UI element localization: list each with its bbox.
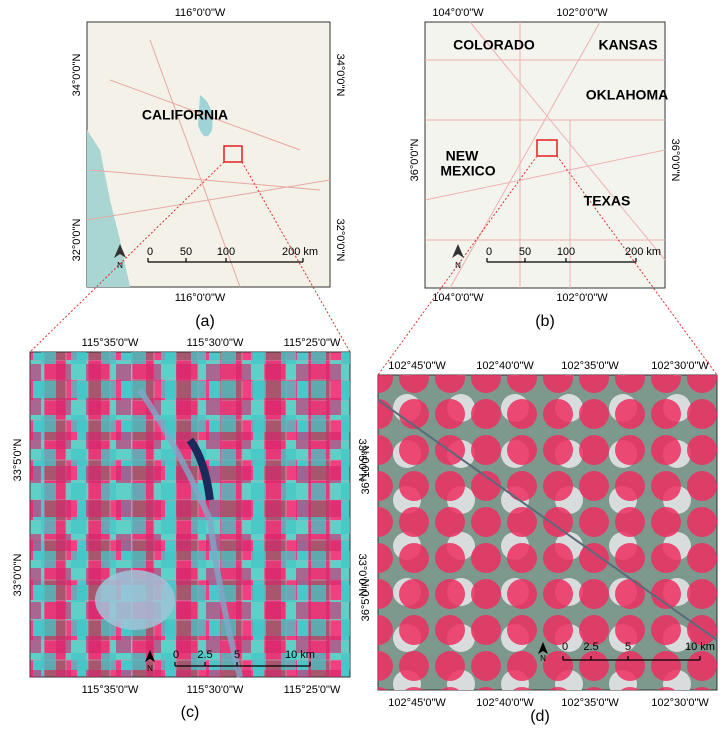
- north-label: N: [455, 261, 461, 270]
- image-c: [29, 351, 351, 678]
- image-d: [377, 374, 718, 691]
- lat-label: 34°0'0"N: [334, 54, 346, 97]
- lat-label: 32°0'0"N: [71, 219, 83, 262]
- north-label: N: [540, 654, 546, 663]
- lat-label: 36°0'0"N: [669, 139, 681, 182]
- lon-label: 102°35'0"W: [561, 360, 619, 372]
- lon-label: 116°0'0"W: [175, 292, 226, 304]
- lat-label: 33°0'0"N: [356, 554, 368, 597]
- scale-label: 200 km: [282, 246, 318, 258]
- lat-label: 36°0'0"N: [409, 139, 421, 182]
- lat-label: 34°0'0"N: [71, 54, 83, 97]
- lon-label: 102°30'0"W: [651, 697, 709, 709]
- lon-label: 102°40'0"W: [476, 697, 534, 709]
- scale-label: 50: [519, 246, 531, 258]
- lon-label: 102°0'0"W: [556, 292, 608, 304]
- scale-label: 10 km: [685, 641, 715, 653]
- lat-label: 36°5'0"N: [360, 579, 372, 622]
- scale-label: 5: [625, 641, 631, 653]
- lon-label: 115°25'0"W: [284, 684, 341, 696]
- panel-caption: (d): [530, 708, 550, 725]
- lon-label: 102°45'0"W: [388, 697, 446, 709]
- north-label: N: [117, 261, 123, 270]
- scale-label: 10 km: [285, 649, 315, 661]
- scale-label: 0: [173, 649, 179, 661]
- panel-caption: (a): [195, 313, 215, 330]
- panel-caption: (b): [535, 313, 555, 330]
- place-label: CALIFORNIA: [142, 107, 228, 123]
- place-label: NEW: [446, 148, 479, 164]
- lon-label: 104°0'0"W: [432, 7, 484, 19]
- scale-label: 0: [486, 246, 492, 258]
- connector-lines: [29, 155, 718, 376]
- lat-label: 33°5'0"N: [12, 439, 24, 482]
- lat-label: 33°5'0"N: [356, 439, 368, 482]
- lat-label: 32°0'0"N: [334, 219, 346, 262]
- scale-label: 50: [180, 246, 192, 258]
- lon-label: 115°35'0"W: [82, 684, 139, 696]
- scale-label: 200 km: [625, 246, 661, 258]
- scale-label: 100: [217, 246, 235, 258]
- panel-caption: (c): [181, 704, 200, 721]
- lon-label: 102°40'0"W: [476, 360, 534, 372]
- lon-label: 102°45'0"W: [388, 360, 446, 372]
- lon-label: 115°30'0"W: [187, 684, 244, 696]
- scale-label: 5: [234, 649, 240, 661]
- scale-label: 0: [147, 246, 153, 258]
- map-a: [86, 21, 331, 288]
- map-b: [424, 21, 666, 289]
- scale-label: 2.5: [583, 641, 598, 653]
- scale-label: 100: [557, 246, 575, 258]
- lon-label: 102°0'0"W: [556, 7, 608, 19]
- lon-label: 115°30'0"W: [187, 337, 244, 349]
- lon-label: 115°25'0"W: [284, 337, 341, 349]
- lat-label: 36°10'0"N: [360, 445, 372, 494]
- lon-label: 104°0'0"W: [432, 292, 484, 304]
- place-label: TEXAS: [584, 193, 631, 209]
- lon-label: 116°0'0"W: [175, 7, 226, 19]
- place-label: OKLAHOMA: [586, 87, 668, 103]
- scale-label: 2.5: [197, 649, 212, 661]
- lon-label: 115°35'0"W: [82, 337, 139, 349]
- place-label: COLORADO: [453, 37, 535, 53]
- lat-label: 33°0'0"N: [12, 554, 24, 597]
- place-label: MEXICO: [440, 163, 495, 179]
- place-label: KANSAS: [598, 37, 657, 53]
- north-label: N: [147, 664, 153, 673]
- lon-label: 102°35'0"W: [561, 697, 619, 709]
- lon-label: 102°30'0"W: [651, 360, 709, 372]
- scale-label: 0: [562, 641, 568, 653]
- labels: 116°0'0"W 116°0'0"W 34°0'0"N 32°0'0"N 34°0'0…: [12, 7, 715, 725]
